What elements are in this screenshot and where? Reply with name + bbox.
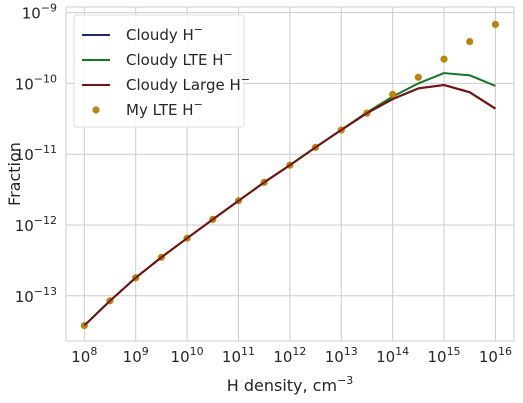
x-tick-label-exponent: 9 — [142, 345, 149, 358]
x-tick-label-base: 10 — [325, 348, 344, 366]
y-tick-label-base: 10 — [15, 217, 34, 235]
y-tick-label: 10−12 — [15, 214, 57, 235]
legend-label-text: Cloudy H — [126, 26, 194, 44]
y-tick-label: 10−9 — [22, 2, 57, 23]
data-point-my-lte-h — [389, 90, 397, 98]
data-point-my-lte-h — [440, 55, 448, 63]
x-tick-label-exponent: 16 — [498, 345, 512, 358]
legend: Cloudy H−Cloudy LTE H−Cloudy Large H−My … — [73, 14, 250, 128]
legend-label-superscript: − — [194, 23, 203, 36]
legend-label-text: Cloudy LTE H — [126, 51, 223, 69]
data-point-my-lte-h — [491, 20, 500, 29]
y-tick-label-base: 10 — [15, 146, 34, 164]
y-tick-label-base: 10 — [22, 5, 41, 23]
x-axis-label-text: H density, cm — [227, 376, 337, 395]
data-point-my-lte-h — [414, 73, 422, 81]
x-tick-label: 109 — [123, 345, 149, 366]
x-tick-label: 1014 — [376, 345, 409, 366]
x-tick-label: 1015 — [427, 345, 460, 366]
y-tick-label-exponent: −9 — [41, 2, 57, 15]
x-tick-label-exponent: 13 — [344, 345, 358, 358]
y-tick-label: 10−11 — [15, 143, 57, 164]
legend-label: My LTE H− — [126, 98, 203, 119]
x-tick-label-exponent: 15 — [447, 345, 461, 358]
series-line-cloudy-large-h — [83, 83, 496, 327]
legend-label: Cloudy Large H− — [126, 73, 250, 94]
y-tick-label-base: 10 — [15, 288, 34, 306]
x-tick-label-exponent: 12 — [292, 345, 306, 358]
x-tick-label: 1011 — [222, 345, 255, 366]
x-tick-label-base: 10 — [71, 348, 90, 366]
x-tick-labels: 108 109 1010 1011 1012 1013 1014 1015 1016 — [71, 345, 512, 366]
x-tick-label-base: 10 — [171, 348, 190, 366]
x-tick-label-exponent: 8 — [90, 345, 97, 358]
legend-label-text: Cloudy Large H — [126, 76, 241, 94]
x-tick-label: 1012 — [273, 345, 306, 366]
x-tick-label-exponent: 14 — [395, 345, 409, 358]
plot-frame — [65, 6, 515, 342]
legend-label-superscript: − — [241, 73, 250, 86]
x-axis-label: H density, cm−3 — [227, 374, 354, 395]
x-tick-label: 1016 — [479, 345, 512, 366]
y-tick-label-exponent: −13 — [34, 285, 57, 298]
legend-swatch-my-lte-h — [92, 106, 100, 114]
legend-label-text: My LTE H — [126, 101, 194, 119]
legend-label: Cloudy LTE H− — [126, 48, 233, 69]
x-tick-label-base: 10 — [273, 348, 292, 366]
x-axis-label-superscript: −3 — [337, 374, 353, 387]
y-tick-label: 10−13 — [15, 285, 57, 306]
y-tick-label: 10−10 — [15, 72, 57, 93]
y-tick-label-exponent: −12 — [34, 214, 57, 227]
y-tick-label-exponent: −10 — [34, 72, 57, 85]
y-axis-label: Fraction — [5, 142, 24, 206]
x-tick-label-exponent: 10 — [190, 345, 204, 358]
x-tick-label-base: 10 — [376, 348, 395, 366]
x-tick-label-base: 10 — [479, 348, 498, 366]
legend-label: Cloudy H− — [126, 23, 203, 44]
x-tick-label-exponent: 11 — [241, 345, 255, 358]
series-layer — [80, 20, 500, 330]
y-tick-label-exponent: −11 — [34, 143, 57, 156]
x-tick-label-base: 10 — [123, 348, 142, 366]
legend-label-superscript: − — [223, 48, 232, 61]
legend-box — [73, 14, 245, 128]
x-tick-label: 1013 — [325, 345, 358, 366]
x-tick-label-base: 10 — [427, 348, 446, 366]
x-tick-label-base: 10 — [222, 348, 241, 366]
data-point-my-lte-h — [466, 37, 474, 46]
legend-label-superscript: − — [194, 98, 203, 111]
x-tick-label: 1010 — [171, 345, 204, 366]
x-tick-label: 108 — [71, 345, 97, 366]
y-tick-label-base: 10 — [15, 75, 34, 93]
